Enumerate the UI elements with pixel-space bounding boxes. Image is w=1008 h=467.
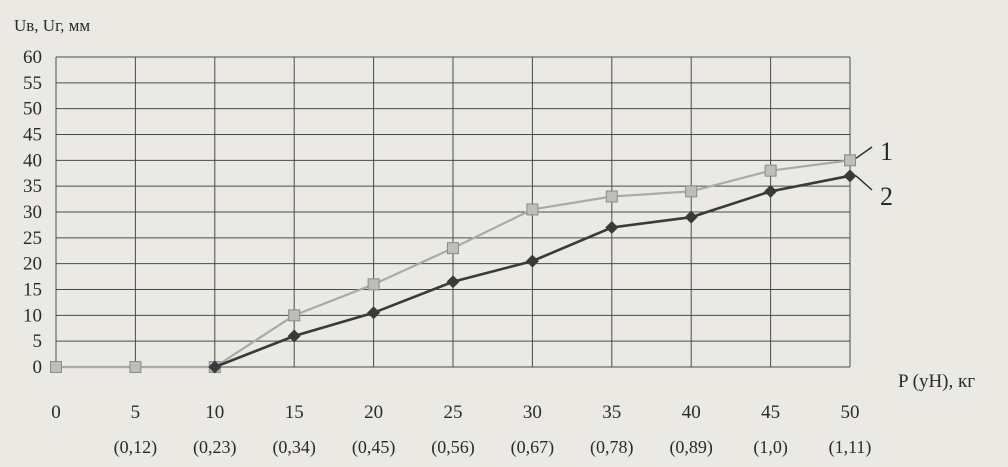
x-tick-label: 40 (682, 402, 701, 423)
y-tick-label: 45 (23, 125, 42, 146)
series-2-point (843, 169, 857, 183)
x-secondary-tick-label: (0,45) (352, 437, 396, 458)
x-tick-label: 5 (131, 402, 141, 423)
x-tick-label: 35 (602, 402, 621, 423)
series-2-point (367, 306, 381, 320)
x-secondary-tick-label: (0,78) (590, 437, 634, 458)
x-tick-labels: 0 5 10 15 20 25 30 35 40 45 50 (51, 402, 859, 423)
series-1-point (288, 309, 301, 322)
series-1-point (367, 278, 380, 291)
y-tick-label: 20 (23, 254, 42, 275)
x-tick-label: 30 (523, 402, 542, 423)
series-2-point (525, 254, 539, 268)
x-secondary-tick-label: (0,34) (272, 437, 316, 458)
series-2-point (208, 360, 222, 374)
x-secondary-tick-label: (1,0) (753, 437, 788, 458)
y-axis-label: Uв, Uг, мм (14, 16, 90, 35)
x-secondary-tick-label: (1,11) (829, 437, 872, 458)
y-tick-label: 25 (23, 228, 42, 249)
y-tick-label: 50 (23, 99, 42, 120)
y-tick-label: 5 (33, 331, 43, 352)
x-tick-label: 10 (205, 402, 224, 423)
x-axis-label: P (уН), кг (898, 371, 975, 392)
series-1-point (685, 185, 698, 198)
y-tick-label: 55 (23, 73, 42, 94)
y-tick-label: 10 (23, 305, 42, 326)
x-secondary-tick-label: (0,56) (431, 437, 475, 458)
series-2-label: 2 (880, 182, 893, 211)
series-1-point (844, 154, 856, 167)
y-tick-label: 40 (23, 150, 42, 171)
x-tick-label: 0 (51, 402, 61, 423)
y-tick-label: 35 (23, 176, 42, 197)
x-secondary-tick-labels: (0,12) (0,23) (0,34) (0,45) (0,56) (0,67) (0,7… (114, 437, 872, 458)
series-1-label: 1 (880, 137, 893, 166)
series-1-point (605, 190, 618, 203)
y-tick-label: 30 (23, 202, 42, 223)
grid (55, 56, 851, 368)
series-2-point (287, 329, 301, 343)
series-1-point (129, 361, 142, 373)
y-tick-labels: 0 5 10 15 20 25 30 35 40 45 50 55 60 (23, 47, 42, 378)
series-group: 12 (50, 137, 893, 374)
x-tick-label: 25 (444, 402, 463, 423)
x-secondary-tick-label: (0,89) (669, 437, 713, 458)
series-2-point (605, 221, 619, 234)
series-2-leader (855, 175, 873, 191)
y-tick-label: 15 (23, 280, 42, 301)
x-tick-label: 45 (761, 402, 780, 423)
x-tick-label: 20 (364, 402, 383, 423)
y-tick-label: 60 (23, 47, 42, 68)
x-secondary-tick-label: (0,12) (114, 437, 158, 458)
y-tick-label: 0 (33, 357, 43, 378)
series-1-point (447, 242, 459, 255)
series-1-point (764, 164, 777, 177)
x-secondary-tick-label: (0,67) (511, 437, 555, 458)
series-2-point (684, 210, 698, 224)
x-secondary-tick-label: (0,23) (193, 437, 237, 458)
series-1-leader (855, 146, 873, 159)
series-1-point (526, 203, 539, 216)
x-tick-label: 50 (841, 402, 860, 423)
series-2-point (446, 275, 460, 289)
series-1-point (50, 361, 62, 373)
series-2-point (764, 184, 778, 198)
x-tick-label: 15 (285, 402, 304, 423)
